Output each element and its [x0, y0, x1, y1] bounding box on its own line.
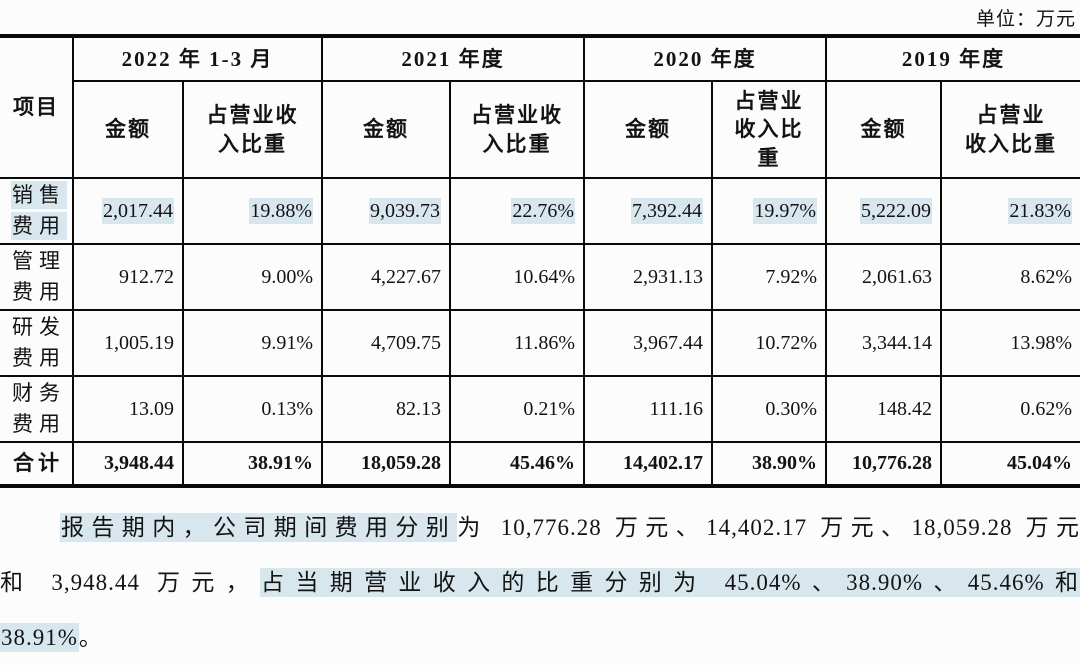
- cell-value: 4,709.75: [321, 309, 451, 377]
- cell-value: 13.09: [72, 375, 184, 443]
- cell-value: 2,017.44: [72, 177, 184, 245]
- column-header-amount-2021: 金额: [321, 80, 451, 179]
- row-label: 管理 费用: [0, 243, 74, 311]
- table-row: 研发 费用 1,005.19 9.91% 4,709.75 11.86% 3,967.44…: [0, 309, 1080, 377]
- total-cell-value: 38.90%: [711, 441, 827, 487]
- expense-table: 项目 2022 年 1-3 月 2021 年度 2020 年度 2019 年度 …: [0, 34, 1080, 488]
- cell-value: 7,392.44: [583, 177, 713, 245]
- paragraph-line: 38.91%。: [0, 610, 1080, 665]
- table-header: 项目 2022 年 1-3 月 2021 年度 2020 年度 2019 年度 …: [0, 35, 1080, 179]
- table-row: 销售 费用 2,017.44 19.88% 9,039.73 22.76% 7,392.4…: [0, 177, 1080, 245]
- cell-value: 10.72%: [711, 309, 827, 377]
- cell-value: 21.83%: [940, 177, 1080, 245]
- total-cell-value: 45.46%: [449, 441, 585, 487]
- cell-value: 9.00%: [182, 243, 323, 311]
- row-label: 研发 费用: [0, 309, 74, 377]
- column-header-item: 项目: [0, 35, 74, 179]
- cell-value: 912.72: [72, 243, 184, 311]
- highlighted-text: 报告期内，公司期间费用分别: [60, 513, 458, 542]
- expense-table-body: 销售 费用 2,017.44 19.88% 9,039.73 22.76% 7,392.4…: [0, 177, 1080, 443]
- total-row-label: 合计: [0, 441, 74, 487]
- paragraph-text: 。: [78, 625, 103, 650]
- table-footer: 合计 3,948.44 38.91% 18,059.28 45.46% 14,4…: [0, 441, 1080, 487]
- total-cell-value: 18,059.28: [321, 441, 451, 487]
- cell-value: 2,931.13: [583, 243, 713, 311]
- paragraph-line: 报告期内，公司期间费用分别为 10,776.28 万元、14,402.17 万元…: [0, 500, 1080, 555]
- total-row: 合计 3,948.44 38.91% 18,059.28 45.46% 14,4…: [0, 441, 1080, 487]
- column-header-ratio-2022: 占营业收 入比重: [182, 80, 323, 179]
- column-header-amount-2022: 金额: [73, 80, 184, 179]
- highlighted-text: 占当期营业收入的比重分别为 45.04%、38.90%、45.46%和: [260, 568, 1080, 597]
- cell-value: 5,222.09: [825, 177, 942, 245]
- cell-value: 19.97%: [711, 177, 827, 245]
- cell-value: 0.13%: [182, 375, 323, 443]
- cell-value: 4,227.67: [321, 243, 451, 311]
- total-cell-value: 38.91%: [182, 441, 323, 487]
- column-header-period-2020: 2020 年度: [583, 35, 827, 82]
- paragraph-line: 和 3,948.44 万元，占当期营业收入的比重分别为 45.04%、38.90…: [0, 555, 1080, 610]
- highlighted-text: 38.91%: [0, 623, 79, 652]
- cell-value: 8.62%: [940, 243, 1080, 311]
- cell-value: 0.62%: [940, 375, 1080, 443]
- table-header-year-row: 项目 2022 年 1-3 月 2021 年度 2020 年度 2019 年度: [0, 35, 1080, 179]
- table-row: 管理 费用 912.72 9.00% 4,227.67 10.64% 2,931.13 7.…: [0, 243, 1080, 311]
- cell-value: 1,005.19: [72, 309, 184, 377]
- cell-value: 7.92%: [711, 243, 827, 311]
- cell-value: 148.42: [825, 375, 942, 443]
- cell-value: 13.98%: [940, 309, 1080, 377]
- row-label: 销售 费用: [0, 177, 74, 245]
- cell-value: 19.88%: [182, 177, 323, 245]
- cell-value: 22.76%: [449, 177, 585, 245]
- column-header-ratio-2019: 占营业 收入比重: [940, 80, 1080, 179]
- commentary-paragraph: 报告期内，公司期间费用分别为 10,776.28 万元、14,402.17 万元…: [0, 500, 1080, 665]
- column-header-period-2021: 2021 年度: [321, 35, 585, 82]
- paragraph-text: 为 10,776.28 万元、14,402.17 万元、18,059.28 万元: [457, 515, 1080, 540]
- cell-value: 0.30%: [711, 375, 827, 443]
- column-header-period-2022: 2022 年 1-3 月: [72, 35, 323, 82]
- cell-value: 9.91%: [182, 309, 323, 377]
- total-cell-value: 3,948.44: [72, 441, 184, 487]
- cell-value: 9,039.73: [321, 177, 451, 245]
- column-header-period-2019: 2019 年度: [825, 35, 1080, 82]
- cell-value: 3,967.44: [583, 309, 713, 377]
- cell-value: 3,344.14: [825, 309, 942, 377]
- paragraph-text: 和 3,948.44 万元，: [0, 570, 261, 595]
- table-row: 财务 费用 13.09 0.13% 82.13 0.21% 111.16 0.30% 148.…: [0, 375, 1080, 443]
- total-cell-value: 45.04%: [940, 441, 1080, 487]
- table-header-sub-row: 金额 占营业收 入比重 金额 占营业收 入比重 金额 占营业 收入比 重 金额 …: [0, 80, 1080, 179]
- column-header-ratio-2020: 占营业 收入比 重: [711, 80, 827, 179]
- column-header-ratio-2021: 占营业收 入比重: [449, 80, 585, 179]
- cell-value: 82.13: [321, 375, 451, 443]
- row-label: 财务 费用: [0, 375, 74, 443]
- total-cell-value: 14,402.17: [583, 441, 713, 487]
- total-cell-value: 10,776.28: [825, 441, 942, 487]
- cell-value: 111.16: [583, 375, 713, 443]
- column-header-amount-2019: 金额: [825, 80, 942, 179]
- unit-label: 单位：万元: [975, 8, 1076, 30]
- cell-value: 0.21%: [449, 375, 585, 443]
- cell-value: 2,061.63: [825, 243, 942, 311]
- cell-value: 11.86%: [449, 309, 585, 377]
- cell-value: 10.64%: [449, 243, 585, 311]
- column-header-amount-2020: 金额: [583, 80, 713, 179]
